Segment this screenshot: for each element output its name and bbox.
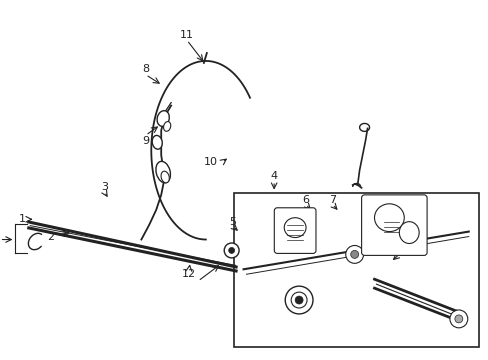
Circle shape — [290, 292, 306, 308]
Text: 5: 5 — [398, 245, 406, 255]
Ellipse shape — [161, 171, 169, 183]
Text: 1: 1 — [19, 214, 25, 224]
Text: 9: 9 — [142, 136, 149, 146]
Circle shape — [449, 310, 467, 328]
Text: 12: 12 — [182, 269, 196, 279]
Circle shape — [228, 247, 234, 253]
Bar — [233, 193, 478, 347]
Ellipse shape — [152, 135, 162, 149]
Text: 11: 11 — [180, 30, 193, 40]
Ellipse shape — [374, 204, 404, 231]
Circle shape — [345, 246, 363, 263]
Circle shape — [295, 296, 303, 304]
Text: 4: 4 — [270, 171, 277, 181]
Ellipse shape — [163, 122, 170, 131]
Text: 7: 7 — [328, 195, 335, 204]
Circle shape — [224, 243, 239, 258]
Ellipse shape — [156, 161, 170, 183]
Ellipse shape — [399, 222, 418, 243]
FancyBboxPatch shape — [361, 195, 426, 255]
Text: 6: 6 — [302, 195, 308, 204]
FancyBboxPatch shape — [274, 208, 315, 253]
Circle shape — [285, 286, 312, 314]
Text: 2: 2 — [47, 232, 55, 242]
Circle shape — [454, 315, 462, 323]
Text: 10: 10 — [203, 157, 218, 167]
Text: 3: 3 — [101, 182, 108, 192]
Ellipse shape — [284, 218, 305, 238]
Circle shape — [350, 251, 358, 258]
Text: 8: 8 — [142, 64, 149, 74]
Text: 5: 5 — [229, 217, 236, 227]
Ellipse shape — [157, 111, 169, 126]
